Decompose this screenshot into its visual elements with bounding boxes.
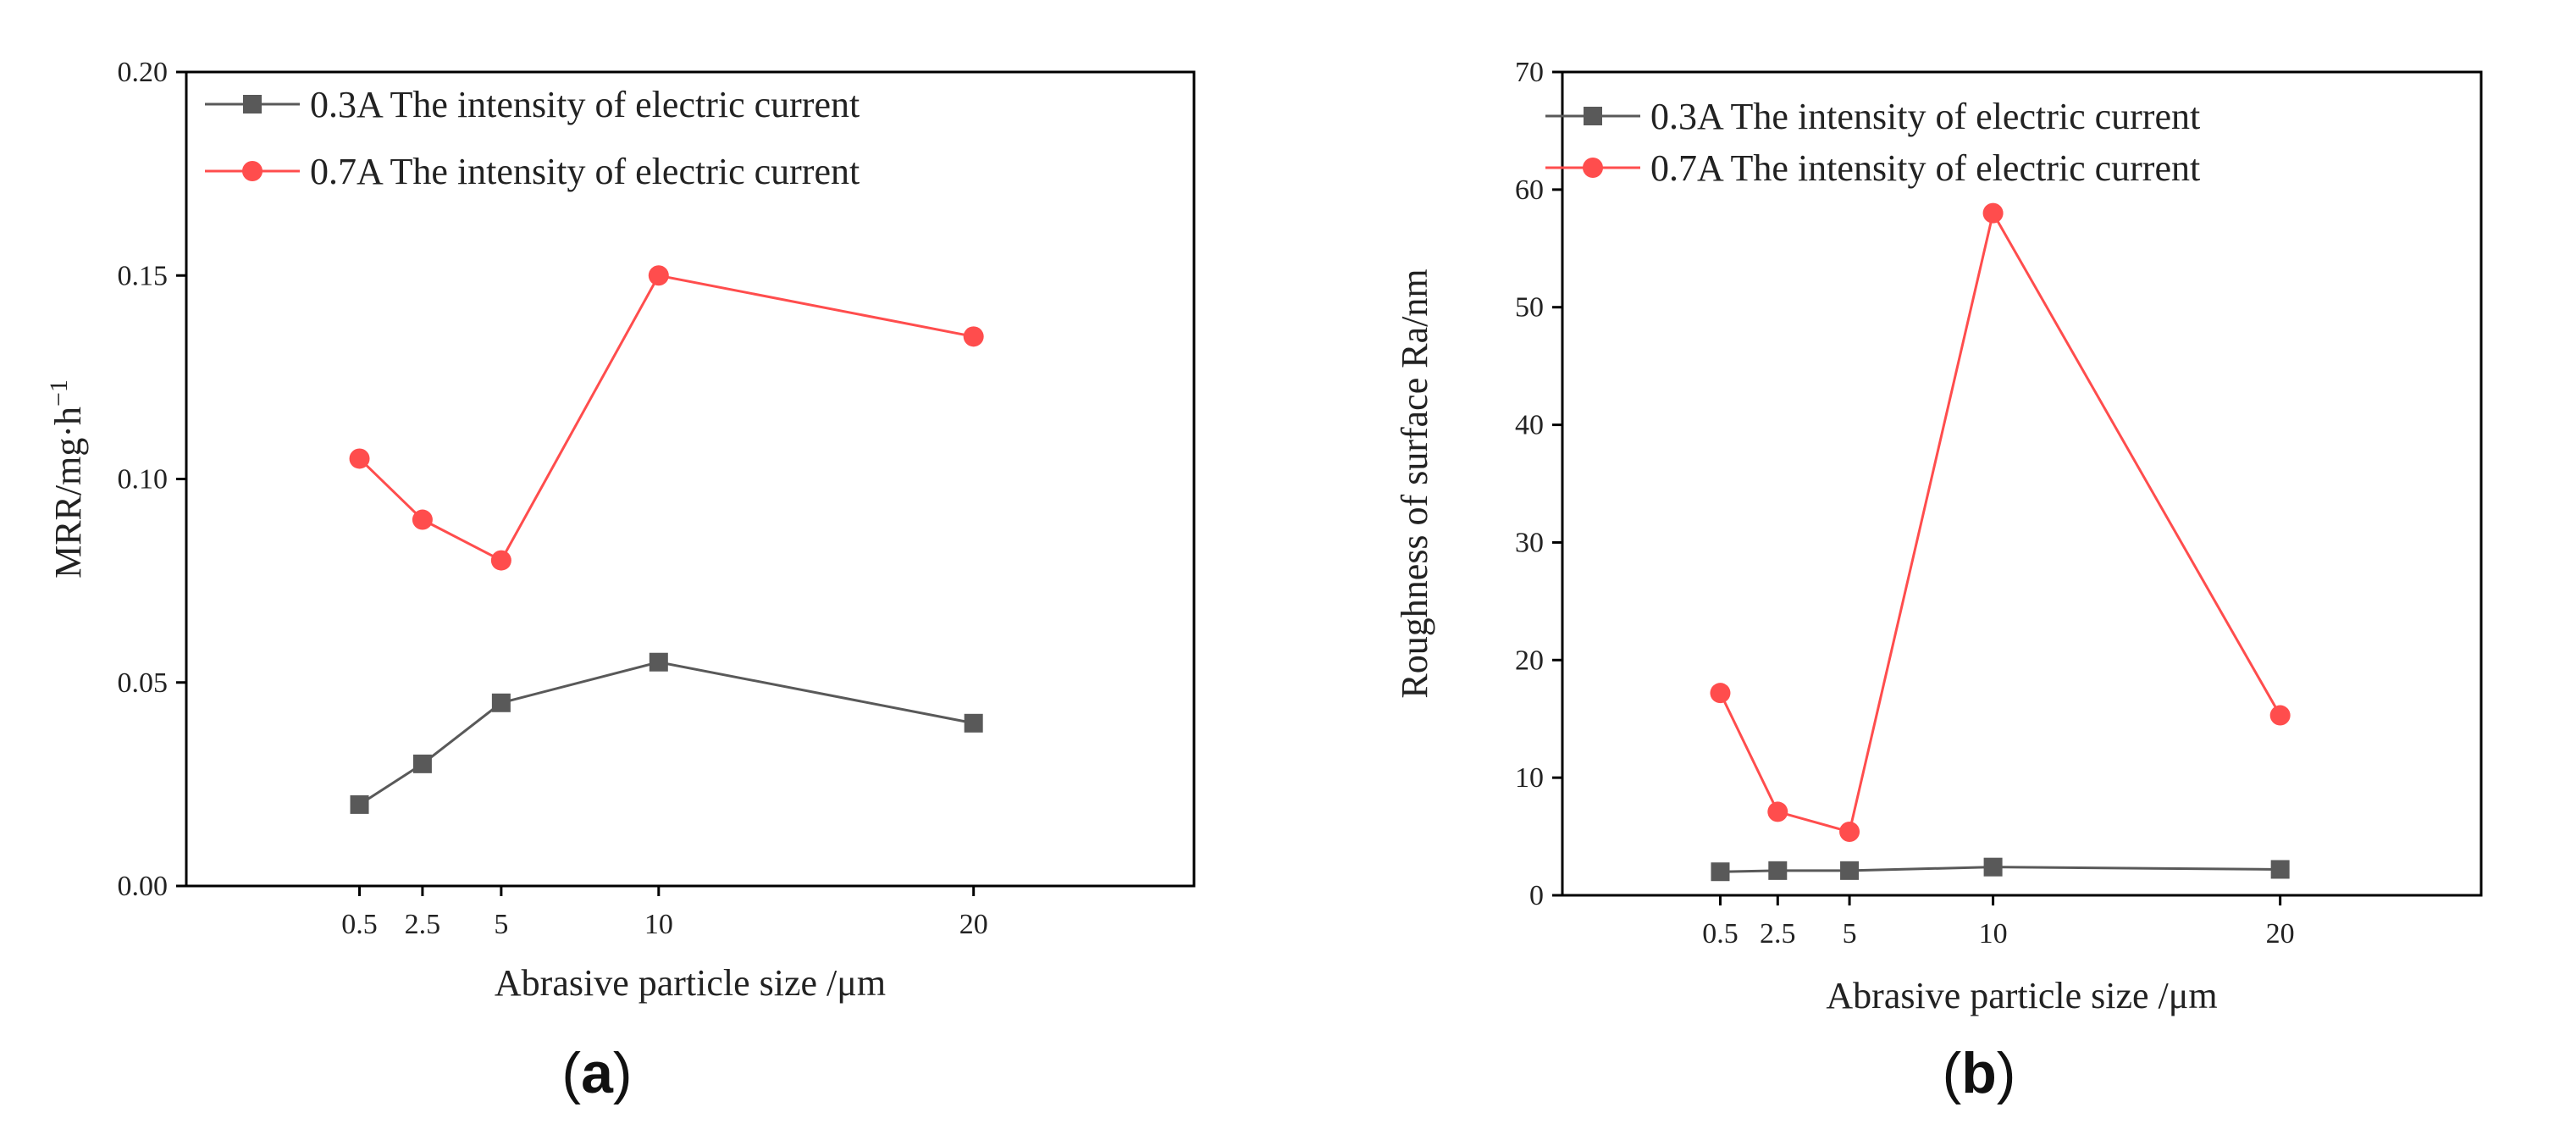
data-point-0-3a	[491, 693, 511, 712]
panel-label-letter: b	[1961, 1041, 1997, 1105]
data-point-0-3a	[412, 754, 432, 773]
y-tick-label: 50	[1515, 292, 1544, 324]
legend-marker-circle	[242, 161, 263, 181]
data-point-0-3a	[1983, 857, 2003, 877]
plot-frame	[1561, 70, 2483, 897]
chart-panel-a: 0.00 0.05 0.10 0.15 0.20 0.5 2.5 5 10 20 Abrasive …	[45, 57, 1196, 1004]
panel-label-b: (b)	[1943, 1041, 2016, 1105]
x-tick-label: 2.5	[1760, 918, 1796, 949]
x-tick-label: 0.5	[1702, 918, 1739, 949]
x-axis-title: Abrasive particle size /μm	[1826, 975, 2217, 1016]
y-tick-label: 0.00	[118, 871, 169, 902]
y-tick-label: 60	[1515, 174, 1544, 206]
data-point-0-3a	[1768, 861, 1788, 880]
data-point-0-7a	[1839, 822, 1860, 843]
panel-label-close-paren: )	[1997, 1041, 2016, 1105]
y-tick-label: 10	[1515, 762, 1544, 794]
plot-frame	[185, 70, 1196, 888]
series-line-0-7a	[1719, 209, 2281, 833]
x-tick-label: 5	[1843, 918, 1857, 949]
data-point-0-7a	[412, 509, 433, 530]
legend-marker-circle	[1583, 158, 1603, 178]
legend: 0.3A The intensity of electric current 0.…	[1545, 96, 2200, 189]
y-tick-label: 20	[1515, 645, 1544, 676]
y-axis-title-superscript: −1	[45, 379, 73, 407]
legend-label: 0.7A The intensity of electric current	[1650, 147, 2200, 189]
y-tick-label: 0.10	[118, 464, 169, 495]
y-axis-title: Roughness of surface Ra/nm	[1394, 269, 1435, 698]
chart-panel-b: 0 10 20 30 40 50 60 70 0.5 2.5 5 10 20 Abrasive parti…	[1394, 57, 2483, 1016]
data-point-0-7a	[1710, 683, 1731, 704]
y-tick-label: 40	[1515, 410, 1544, 441]
data-point-0-3a	[1711, 862, 1730, 882]
y-tick-label: 0.05	[118, 667, 169, 699]
x-tick-label: 10	[644, 909, 673, 940]
data-point-0-3a	[350, 794, 369, 814]
legend-marker-square	[243, 95, 262, 113]
y-axis-title-main: MRR/mg·h	[47, 407, 89, 579]
x-axis-title: Abrasive particle size /μm	[495, 962, 886, 1004]
data-point-0-3a	[964, 713, 983, 733]
y-axis-title-main: Roughness of surface Ra/nm	[1394, 269, 1435, 698]
y-tick-label: 70	[1515, 57, 1544, 88]
y-tick-label: 0.15	[118, 260, 169, 291]
data-point-0-7a	[648, 265, 669, 286]
data-point-0-3a	[1840, 861, 1860, 880]
panel-label-open-paren: (	[1943, 1041, 1962, 1105]
y-tick-label: 0	[1529, 880, 1544, 911]
series-line-0-7a	[358, 274, 974, 562]
data-point-0-7a	[963, 326, 984, 347]
panel-label-letter: a	[581, 1041, 614, 1105]
panel-label-a: (a)	[561, 1041, 632, 1105]
data-point-0-3a	[2270, 860, 2290, 879]
x-tick-label: 10	[1979, 918, 2008, 949]
data-point-0-7a	[349, 448, 370, 469]
panel-label-open-paren: (	[561, 1041, 581, 1105]
x-tick-label: 5	[494, 909, 508, 940]
x-tick-label: 20	[959, 909, 988, 940]
series-line-0-3a	[358, 661, 974, 806]
x-tick-label: 0.5	[341, 909, 378, 940]
legend-label: 0.3A The intensity of electric current	[1650, 96, 2200, 137]
legend-label: 0.3A The intensity of electric current	[310, 84, 860, 125]
data-point-0-7a	[2269, 705, 2291, 726]
data-point-0-7a	[1982, 202, 2004, 224]
data-point-0-3a	[649, 652, 668, 672]
data-point-0-7a	[490, 550, 511, 571]
legend: 0.3A The intensity of electric current 0.…	[205, 84, 860, 192]
legend-marker-square	[1584, 107, 1602, 125]
x-tick-label: 20	[2266, 918, 2295, 949]
legend-label: 0.7A The intensity of electric current	[310, 151, 860, 192]
y-tick-label: 0.20	[118, 57, 169, 88]
panel-label-close-paren: )	[613, 1041, 633, 1105]
x-tick-label: 2.5	[405, 909, 441, 940]
y-tick-label: 30	[1515, 527, 1544, 558]
data-point-0-7a	[1767, 801, 1788, 822]
y-axis-title: MRR/mg·h−1	[45, 379, 89, 579]
